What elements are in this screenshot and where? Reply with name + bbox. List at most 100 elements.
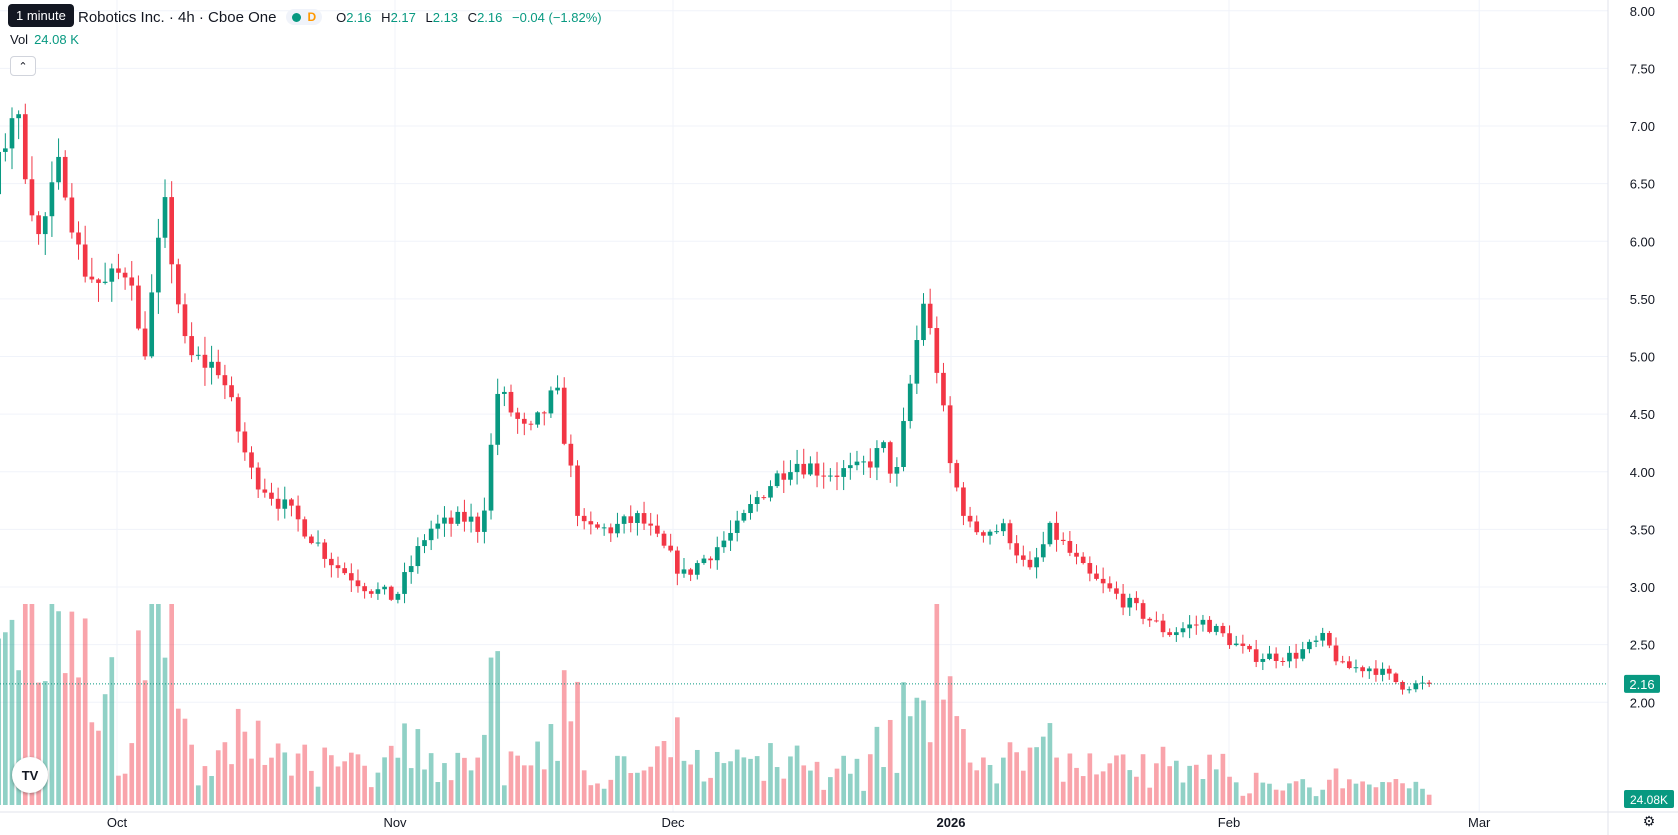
- volume-bar: [535, 741, 540, 805]
- symbol-title[interactable]: ch Robotics Inc. · 4h · Cboe One: [58, 8, 277, 26]
- volume-bar: [122, 773, 128, 805]
- candle-body: [1253, 649, 1259, 662]
- volume-bar: [382, 757, 387, 805]
- volume-bar: [1247, 793, 1252, 805]
- volume-bar: [1406, 788, 1412, 805]
- candle-body: [661, 533, 667, 546]
- volume-bar: [175, 708, 181, 805]
- volume-bar: [475, 757, 481, 805]
- candle-body: [495, 393, 501, 445]
- candle-body: [555, 387, 560, 391]
- volume-bar: [808, 770, 813, 805]
- volume-bar: [934, 604, 940, 805]
- candle-body: [1207, 619, 1212, 632]
- tradingview-logo[interactable]: TV: [12, 757, 48, 793]
- volume-bar: [149, 604, 155, 805]
- candle-body: [961, 487, 966, 516]
- candle-body: [1280, 660, 1286, 662]
- candle-body: [615, 523, 620, 534]
- volume-bar: [322, 747, 328, 805]
- volume-bar: [0, 638, 2, 805]
- y-tick-label: 8.00: [1630, 4, 1655, 19]
- volume-bar: [681, 760, 687, 805]
- volume-bar: [468, 770, 474, 805]
- candle-body: [482, 510, 487, 532]
- volume-bar: [36, 682, 41, 805]
- volume-bar: [974, 770, 980, 805]
- candle-body: [435, 523, 441, 529]
- volume-bar: [222, 742, 228, 805]
- candle-body: [721, 540, 727, 548]
- settings-gear-icon[interactable]: ⚙: [1642, 812, 1656, 829]
- candle-body: [941, 372, 946, 406]
- high-key: H: [381, 9, 391, 25]
- candle-body: [821, 475, 827, 477]
- volume-bar: [1207, 754, 1212, 805]
- candle-body: [368, 591, 374, 594]
- volume-bar: [282, 752, 288, 805]
- candle-body: [1353, 667, 1359, 669]
- volume-bar: [142, 680, 148, 805]
- candle-body: [122, 272, 128, 278]
- candle-body: [82, 244, 88, 277]
- volume-bar: [867, 754, 873, 805]
- x-tick-label: Nov: [383, 815, 407, 830]
- candle-body: [1313, 640, 1319, 642]
- candle-body: [282, 499, 288, 509]
- candle-body: [994, 531, 1000, 533]
- volume-bar: [202, 766, 208, 805]
- candle-body: [29, 179, 35, 216]
- volume-bar: [315, 786, 321, 805]
- volume-bar: [1140, 754, 1146, 805]
- candle-body: [741, 513, 747, 521]
- candle-body: [674, 550, 680, 574]
- volume-bar: [694, 749, 700, 805]
- collapse-legend-button[interactable]: ⌃: [10, 56, 36, 76]
- volume-bar: [834, 768, 840, 805]
- candle-body: [475, 516, 481, 532]
- volume-bar: [601, 788, 607, 805]
- volume-bar: [289, 775, 294, 805]
- volume-bar: [229, 764, 234, 805]
- x-tick-label: Mar: [1468, 815, 1491, 830]
- candle-body: [1346, 661, 1352, 668]
- candle-body: [315, 542, 321, 544]
- volume-bar: [947, 676, 953, 805]
- volume-bar: [269, 757, 274, 805]
- volume-bar: [708, 777, 713, 805]
- volume-label: Vol: [10, 32, 29, 47]
- candle-body: [302, 519, 308, 537]
- candle-body: [329, 558, 334, 566]
- market-status[interactable]: D: [286, 9, 323, 25]
- candle-body: [1300, 649, 1306, 659]
- ohlc-values: O2.16 H2.17 L2.13 C2.16 −0.04 (−1.82%): [336, 10, 608, 25]
- last-price-badge: [1624, 674, 1660, 693]
- candle-body: [1160, 620, 1166, 633]
- y-tick-label: 6.00: [1630, 234, 1655, 249]
- candle-body: [222, 375, 228, 386]
- x-tick-label: Oct: [107, 815, 128, 830]
- candle-body: [76, 232, 81, 245]
- volume-bar: [914, 697, 920, 805]
- volume-bar: [215, 750, 221, 805]
- candle-body: [541, 412, 547, 414]
- volume-bar: [302, 744, 308, 805]
- candle-body: [342, 568, 347, 574]
- candle-body: [235, 397, 241, 432]
- candle-body: [189, 336, 194, 356]
- volume-bar: [781, 778, 787, 805]
- candle-body: [1327, 632, 1332, 646]
- candle-body: [714, 547, 720, 561]
- candle-body: [814, 463, 820, 476]
- volume-bar: [235, 708, 241, 805]
- volume-bar: [29, 604, 35, 805]
- candle-body: [581, 515, 587, 522]
- candle-body: [242, 431, 248, 453]
- volume-bar: [329, 755, 334, 805]
- candle-body: [1020, 555, 1026, 560]
- volume-bar: [1027, 747, 1033, 805]
- candle-body: [794, 463, 800, 473]
- interval-tooltip: 1 minute: [8, 4, 74, 27]
- candle-body: [701, 558, 707, 564]
